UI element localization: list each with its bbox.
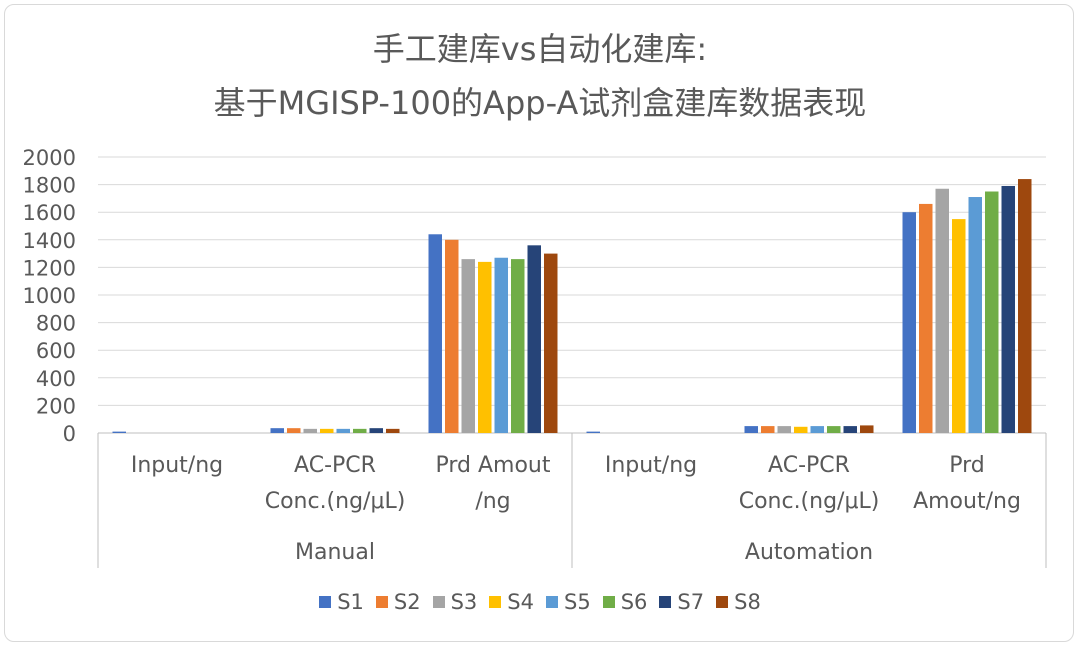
x-group-label: Manual: [295, 540, 375, 565]
bar-S6: [985, 191, 999, 433]
legend-swatch: [602, 596, 615, 608]
bar-S7: [1001, 185, 1015, 433]
x-category-label: /ng: [475, 489, 510, 514]
legend-item-S4: S4: [489, 590, 534, 614]
legend-swatch: [489, 596, 502, 608]
x-category-label: Conc.(ng/μL): [265, 489, 406, 514]
bar-S1: [744, 426, 758, 433]
x-category-label: Input/ng: [131, 453, 223, 478]
legend-label: S7: [677, 590, 705, 614]
bar-S6: [353, 428, 367, 433]
y-tick-label: 0: [63, 422, 76, 446]
bar-S3: [461, 259, 475, 433]
legend-item-S1: S1: [319, 590, 364, 614]
bar-S7: [843, 426, 857, 433]
bar-S6: [827, 426, 841, 433]
legend-label: S6: [620, 590, 648, 614]
legend-item-S2: S2: [375, 590, 421, 614]
bar-S3: [303, 428, 317, 433]
y-tick-label: 1200: [23, 256, 76, 280]
legend-swatch: [319, 596, 332, 608]
bar-S1: [428, 234, 442, 433]
bar-S3: [777, 426, 791, 433]
bar-S5: [968, 197, 982, 433]
bar-S2: [919, 203, 933, 433]
bar-S4: [794, 426, 808, 433]
chart-title-line-1: 手工建库vs自动化建库:: [372, 30, 708, 68]
legend-swatch: [375, 596, 388, 608]
bar-S1: [112, 431, 126, 433]
legend-item-S3: S3: [432, 590, 478, 614]
bar-S7: [369, 428, 383, 433]
bar-S1: [270, 428, 284, 433]
x-group-label: Automation: [745, 540, 873, 565]
x-category-label: Amout/ng: [913, 489, 1021, 514]
bar-S3: [935, 188, 949, 433]
bar-S1: [902, 212, 916, 433]
bar-S2: [761, 426, 775, 433]
legend-label: S4: [507, 590, 534, 614]
bar-S4: [478, 261, 492, 433]
legend-swatch: [546, 596, 558, 608]
legend-label: S1: [337, 590, 364, 614]
y-tick-label: 400: [36, 367, 76, 391]
y-tick-label: 800: [36, 312, 76, 336]
bar-S5: [494, 257, 508, 433]
x-category-label: Prd Amout: [435, 453, 550, 478]
bar-S6: [511, 259, 525, 433]
y-tick-label: 1800: [23, 174, 76, 198]
legend-swatch: [659, 596, 672, 608]
legend-label: S2: [393, 590, 421, 614]
legend-item-S5: S5: [546, 590, 591, 614]
bar-S8: [544, 253, 558, 433]
bar-S7: [527, 245, 541, 433]
bar-S8: [860, 425, 874, 433]
bar-S1: [586, 431, 600, 433]
y-tick-label: 1400: [23, 229, 76, 253]
x-category-label: Conc.(ng/μL): [739, 489, 880, 514]
legend-item-S6: S6: [602, 590, 648, 614]
x-category-label: AC-PCR: [768, 453, 850, 478]
y-tick-label: 1600: [23, 201, 76, 225]
x-category-label: Prd: [949, 453, 985, 478]
bar-S5: [810, 426, 824, 433]
y-tick-label: 2000: [23, 146, 76, 170]
chart-title-line-2: 基于MGISP-100的App-A试剂盒建库数据表现: [213, 84, 867, 122]
bar-S2: [287, 428, 301, 433]
x-category-label: Input/ng: [605, 453, 697, 478]
chart-legend: S1 S2 S3 S4 S5 S6 S7 S8: [0, 590, 1080, 614]
legend-swatch: [716, 596, 729, 608]
legend-swatch: [432, 596, 445, 608]
bar-S4: [320, 428, 334, 433]
bar-S2: [445, 239, 459, 433]
bar-S8: [1018, 179, 1032, 433]
bar-S5: [336, 428, 350, 433]
legend-label: S8: [734, 590, 761, 614]
x-category-label: AC-PCR: [294, 453, 376, 478]
bar-S4: [952, 219, 966, 433]
bar-S8: [386, 428, 400, 433]
legend-item-S7: S7: [659, 590, 704, 614]
y-tick-label: 600: [36, 339, 76, 363]
y-tick-label: 200: [36, 394, 76, 418]
legend-label: S3: [450, 590, 478, 614]
legend-item-S8: S8: [716, 590, 761, 614]
legend-label: S5: [564, 590, 591, 614]
y-tick-label: 1000: [23, 284, 76, 308]
